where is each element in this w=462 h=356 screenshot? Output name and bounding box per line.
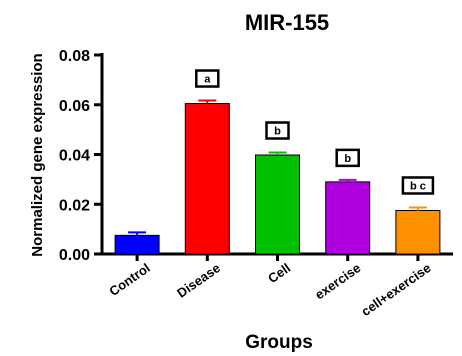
y-tick-label: 0.04 bbox=[59, 148, 90, 165]
bar-disease bbox=[184, 103, 230, 255]
significance-box bbox=[265, 121, 290, 140]
bars bbox=[114, 99, 441, 255]
significance-label: a bbox=[204, 74, 211, 86]
bar-control bbox=[114, 234, 160, 255]
x-tick-label: Cell bbox=[265, 260, 293, 286]
y-tick-label: 0.08 bbox=[59, 48, 90, 65]
x-tick-label: Disease bbox=[174, 260, 223, 300]
significance-label: b bbox=[344, 153, 351, 165]
significance-label: b bbox=[274, 126, 281, 138]
bar-exercise bbox=[325, 181, 371, 255]
x-tick-label: Control bbox=[106, 260, 152, 299]
chart-title: MIR-155 bbox=[245, 10, 329, 35]
significance-box bbox=[195, 69, 220, 88]
y-tick-label: 0.00 bbox=[59, 247, 90, 264]
bar-cell bbox=[255, 154, 300, 255]
y-tick-label: 0.02 bbox=[59, 197, 90, 214]
y-tick-label: 0.06 bbox=[59, 98, 90, 115]
x-axis-label: Groups bbox=[245, 332, 313, 353]
y-axis-label: Normalized gene expression bbox=[29, 53, 46, 256]
x-tick-label: exercise bbox=[312, 260, 363, 302]
significance-box bbox=[335, 148, 360, 168]
significance-label: b c bbox=[410, 180, 426, 192]
significance-box bbox=[401, 176, 435, 195]
x-tick-label: cell+exercise bbox=[358, 260, 433, 319]
bar-cell-exercise bbox=[395, 209, 441, 255]
